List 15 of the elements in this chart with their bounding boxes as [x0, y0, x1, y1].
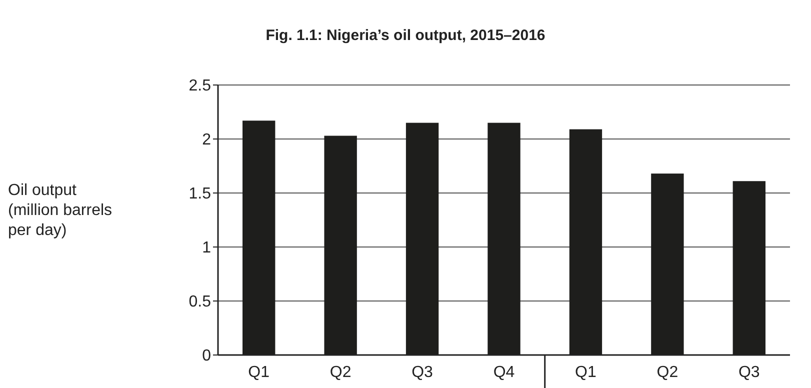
- x-tick-label: Q1: [575, 364, 596, 381]
- y-tick-label: 0: [202, 348, 212, 365]
- y-tick-label: 0.5: [188, 294, 212, 311]
- y-tick-label: 1: [202, 240, 212, 257]
- x-tick-label: Q2: [656, 364, 678, 381]
- y-axis-title: Oil output (million barrels per day): [8, 182, 112, 239]
- x-tick-label: Q2: [330, 364, 352, 381]
- x-tick-label: Q3: [738, 364, 760, 381]
- x-tick-label: Q1: [248, 364, 270, 381]
- y-tick-label: 2.5: [188, 78, 212, 95]
- x-tick-label: Q4: [493, 364, 515, 381]
- y-tick-label: 1.5: [188, 186, 212, 203]
- y-tick-label: 2: [202, 132, 212, 149]
- x-tick-label: Q3: [412, 364, 434, 381]
- chart-title: Fig. 1.1: Nigeria’s oil output, 2015–2016: [266, 27, 546, 44]
